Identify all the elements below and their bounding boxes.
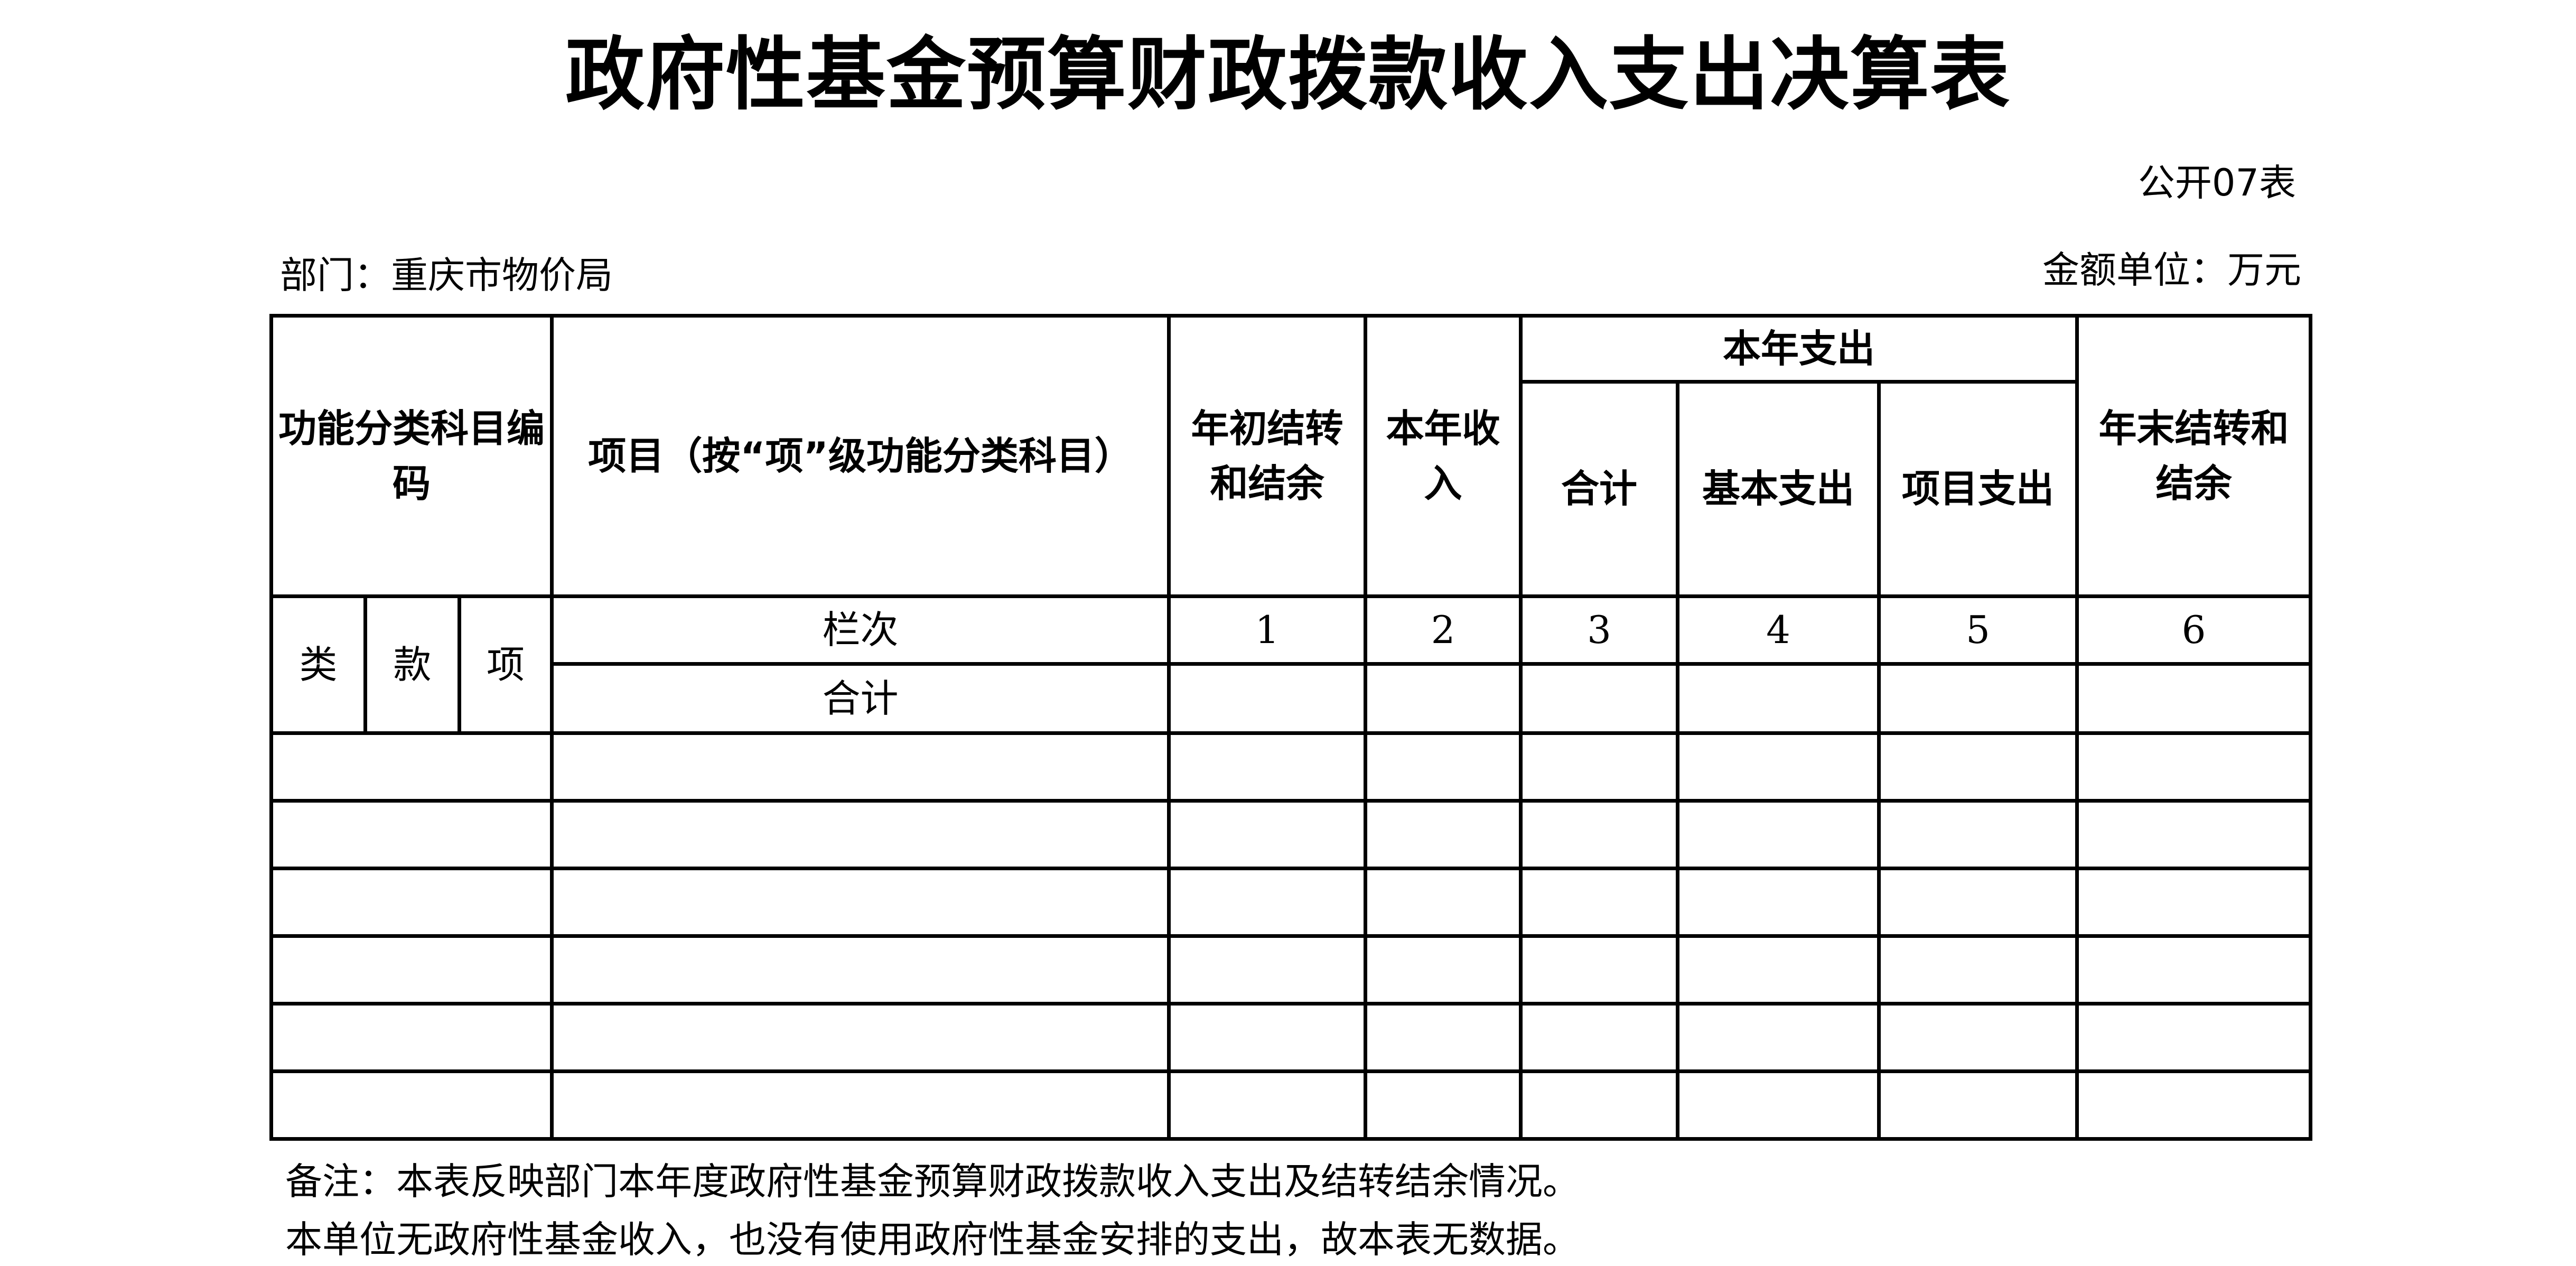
column-number: 1	[1167, 594, 1368, 666]
column-number: 6	[2075, 594, 2313, 666]
table-row	[269, 1069, 2313, 1141]
header-end-balance: 年末结转和结余	[2075, 314, 2313, 598]
table-cell	[1364, 934, 1523, 1006]
header-func-code: 功能分类科目编码	[269, 314, 554, 598]
total-label: 合计	[550, 662, 1171, 735]
table-row	[269, 731, 2313, 803]
table-cell	[550, 1002, 1171, 1073]
table-row	[269, 867, 2313, 938]
form-code: 公开07表	[2138, 161, 2296, 204]
table-cell	[269, 867, 554, 938]
table-cell	[1364, 867, 1523, 938]
table-cell	[1676, 799, 1881, 870]
table-cell	[269, 1069, 554, 1141]
table-cell	[1364, 731, 1523, 803]
budget-table: 功能分类科目编码 项目（按“项”级功能分类科目） 年初结转和结余 本年收入 本年…	[269, 314, 2313, 1141]
total-cell	[1364, 662, 1523, 735]
page-title: 政府性基金预算财政拨款收入支出决算表	[565, 28, 2011, 121]
table-cell	[1877, 934, 2079, 1006]
table-cell	[2075, 1002, 2313, 1073]
table-row	[269, 799, 2313, 870]
column-number: 5	[1877, 594, 2079, 666]
table-cell	[550, 867, 1171, 938]
column-number: 2	[1364, 594, 1523, 666]
table-cell	[1676, 1002, 1881, 1073]
table-cell	[1364, 1069, 1523, 1141]
table-cell	[1519, 799, 1680, 870]
table-cell	[1167, 1069, 1368, 1141]
table-cell	[1167, 934, 1368, 1006]
total-cell	[2075, 662, 2313, 735]
table-cell	[1519, 731, 1680, 803]
column-number: 4	[1676, 594, 1881, 666]
table-row	[269, 934, 2313, 1006]
table-cell	[1519, 934, 1680, 1006]
column-number: 3	[1519, 594, 1680, 666]
table-cell	[2075, 867, 2313, 938]
table-cell	[269, 799, 554, 870]
header-item: 项目（按“项”级功能分类科目）	[550, 314, 1171, 598]
table-cell	[550, 731, 1171, 803]
table-cell	[1676, 731, 1881, 803]
amount-unit: 金额单位：万元	[2042, 248, 2301, 292]
note-line-1: 备注：本表反映部门本年度政府性基金预算财政拨款收入支出及结转结余情况。	[285, 1160, 1580, 1203]
table-cell	[550, 1069, 1171, 1141]
table-cell	[1877, 1069, 2079, 1141]
table-cell	[1519, 1002, 1680, 1073]
note-line-2: 本单位无政府性基金收入，也没有使用政府性基金安排的支出，故本表无数据。	[285, 1218, 1580, 1261]
table-cell	[269, 731, 554, 803]
column-row-label: 栏次	[550, 594, 1171, 666]
header-expense-project: 项目支出	[1877, 380, 2079, 598]
table-cell	[1877, 731, 2079, 803]
header-xiang: 项	[457, 594, 554, 735]
table-cell	[1364, 1002, 1523, 1073]
total-cell	[1676, 662, 1881, 735]
table-cell	[550, 799, 1171, 870]
table-cell	[1167, 731, 1368, 803]
header-expense-basic: 基本支出	[1676, 380, 1881, 598]
table-cell	[269, 1002, 554, 1073]
total-cell	[1167, 662, 1368, 735]
table-cell	[1519, 867, 1680, 938]
header-expense-total: 合计	[1519, 380, 1680, 598]
table-cell	[269, 934, 554, 1006]
table-cell	[2075, 731, 2313, 803]
table-cell	[2075, 934, 2313, 1006]
department: 部门：重庆市物价局	[280, 254, 613, 297]
header-kuan: 款	[363, 594, 461, 735]
table-cell	[1877, 799, 2079, 870]
table-cell	[1167, 867, 1368, 938]
table-cell	[1676, 934, 1881, 1006]
header-income: 本年收入	[1364, 314, 1523, 598]
total-cell	[1519, 662, 1680, 735]
table-cell	[550, 934, 1171, 1006]
header-lei: 类	[269, 594, 367, 735]
table-cell	[1877, 1002, 2079, 1073]
header-expense: 本年支出	[1519, 314, 2079, 384]
table-cell	[2075, 799, 2313, 870]
table-row	[269, 1002, 2313, 1073]
table-cell	[1676, 1069, 1881, 1141]
table-cell	[1167, 799, 1368, 870]
table-cell	[2075, 1069, 2313, 1141]
header-begin-balance: 年初结转和结余	[1167, 314, 1368, 598]
total-cell	[1877, 662, 2079, 735]
table-cell	[1167, 1002, 1368, 1073]
table-cell	[1877, 867, 2079, 938]
table-cell	[1364, 799, 1523, 870]
table-cell	[1519, 1069, 1680, 1141]
table-cell	[1676, 867, 1881, 938]
